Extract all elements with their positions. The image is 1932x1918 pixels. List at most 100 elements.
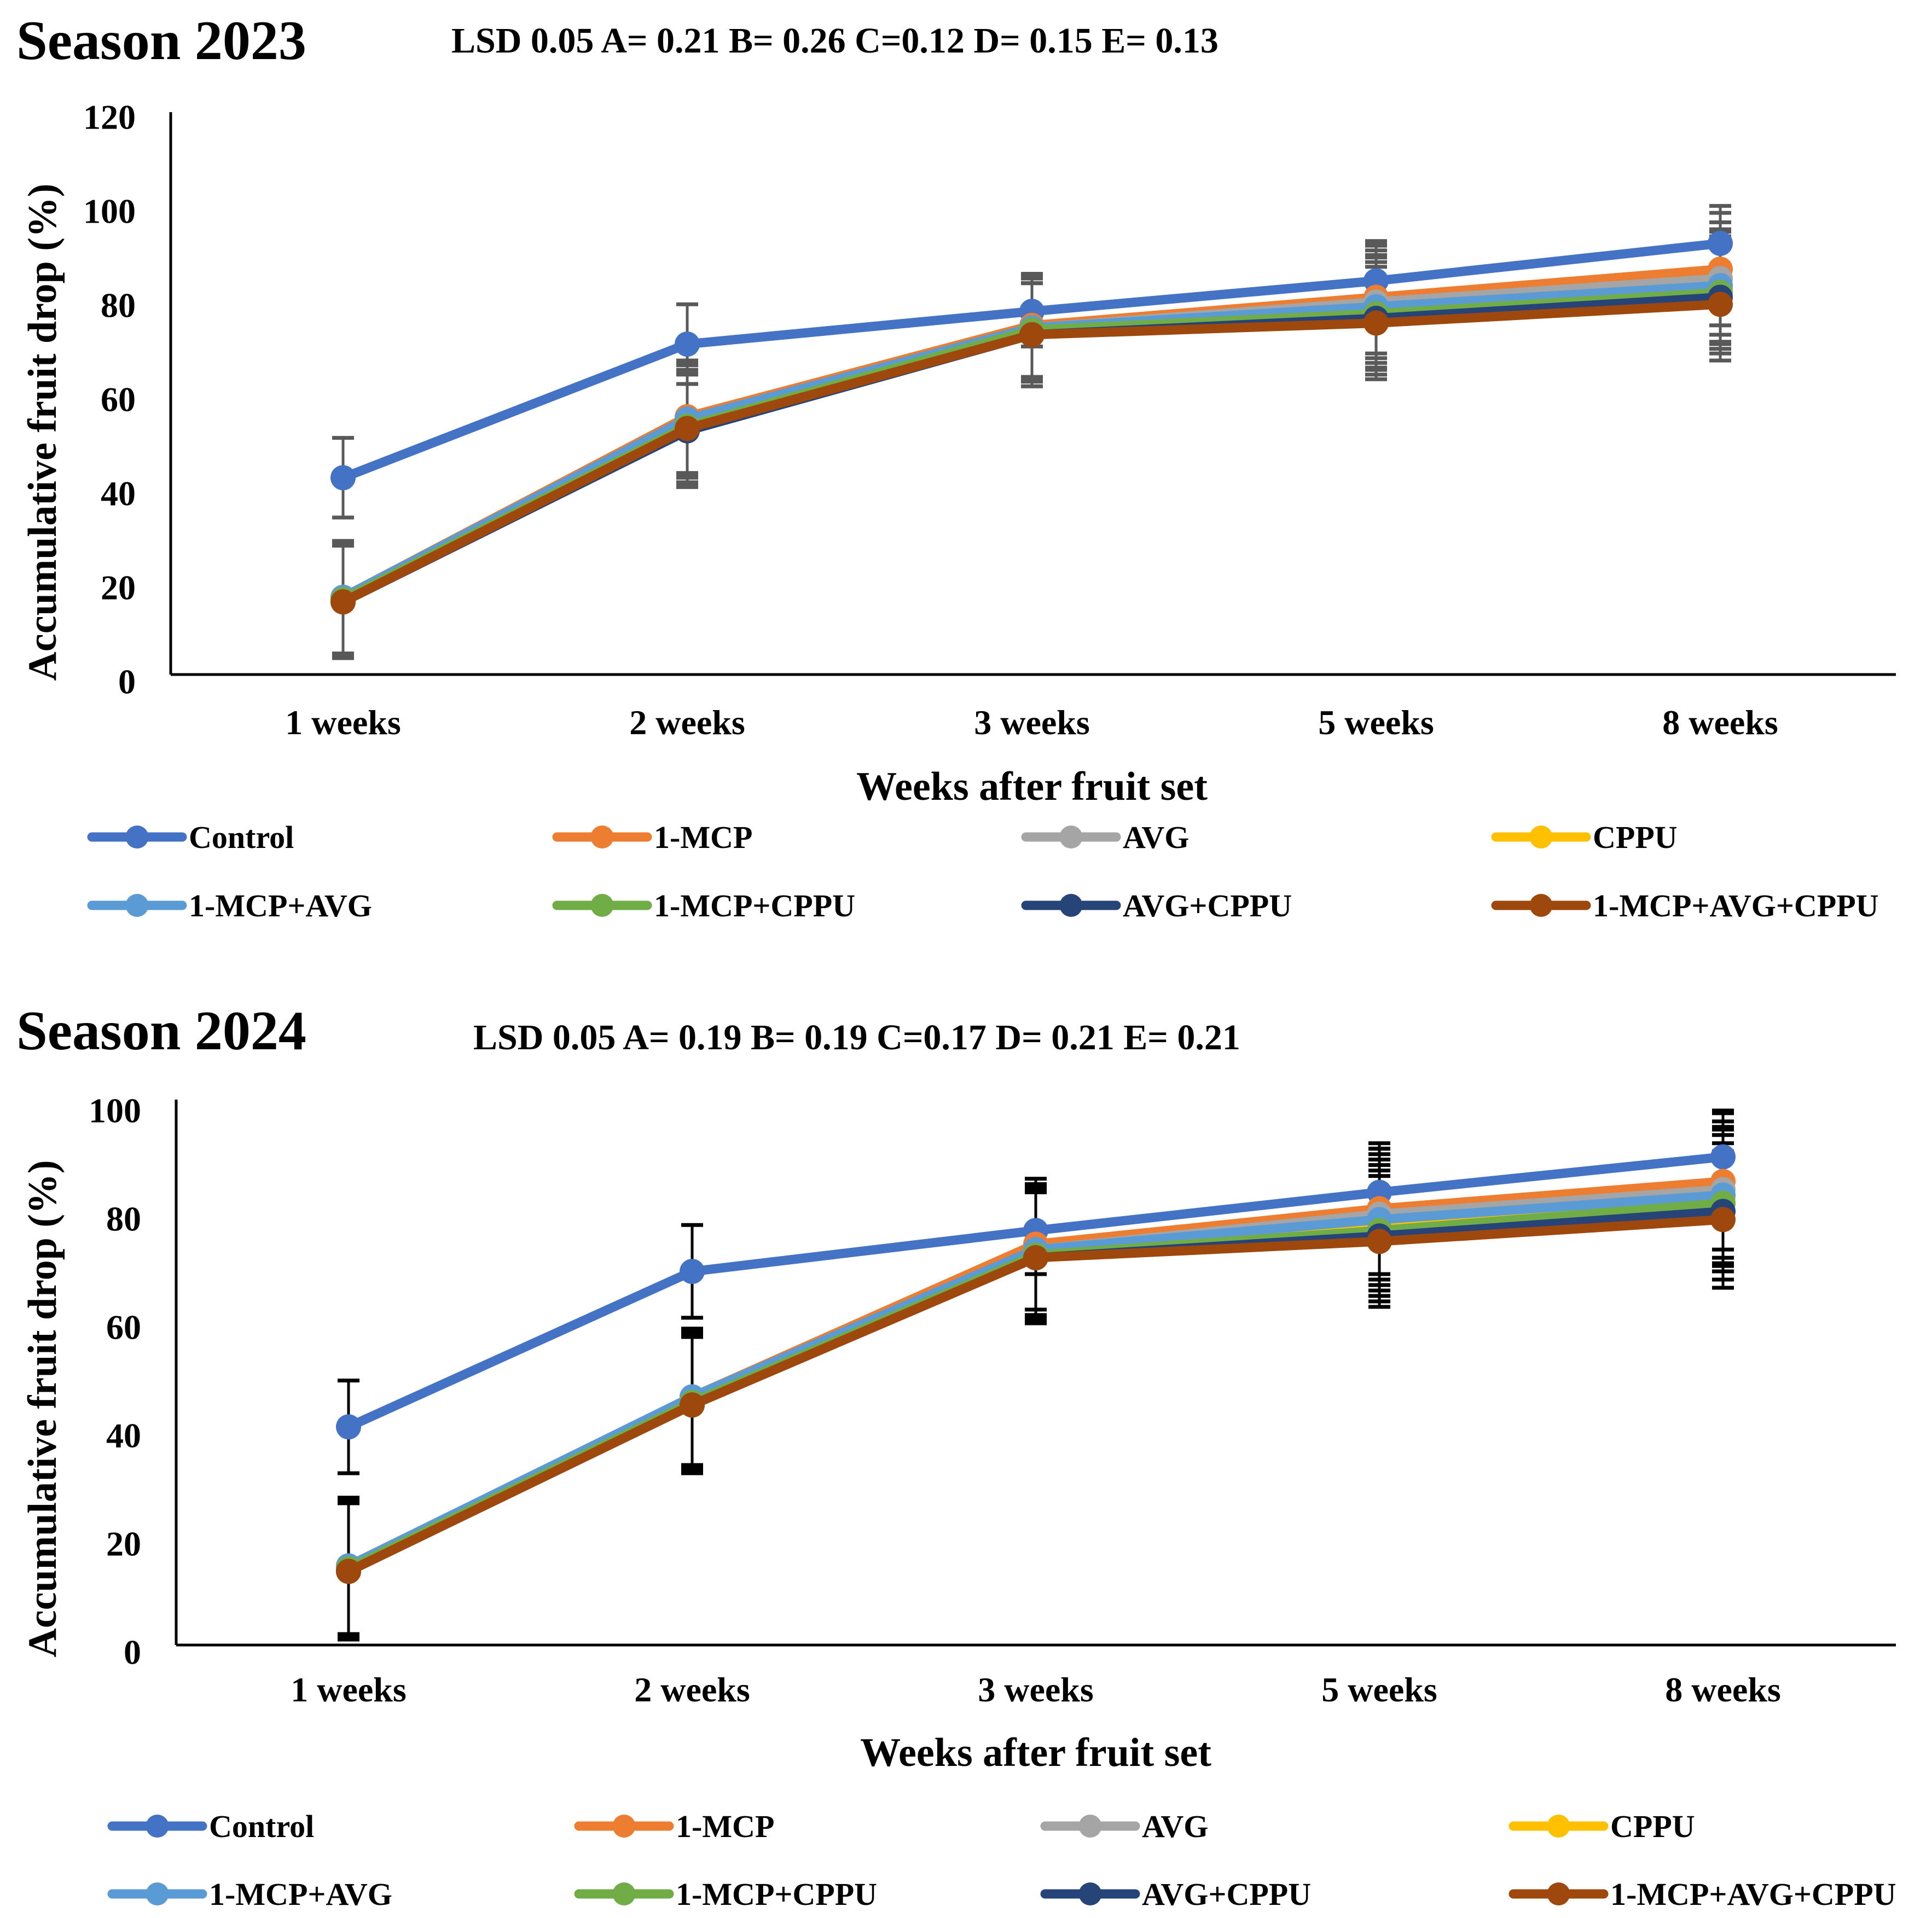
chart-title: Season 2023 [16, 10, 306, 72]
legend-label: CPPU [1593, 819, 1678, 855]
legend-item-cppu: CPPU [1509, 1809, 1695, 1844]
legend: Control 1-MCP AVG CPPU 1-MCP+AVG 1-MCP+CPPU AV… [87, 819, 1879, 923]
x-tick-labels: 1 weeks 2 weeks 3 weeks 5 weeks 8 weeks [285, 703, 1778, 742]
x-tick-label: 2 weeks [629, 703, 745, 742]
x-tick-label: 8 weeks [1662, 703, 1778, 742]
plot-area [175, 1100, 1896, 1647]
series-1-mcp-plus-avg-plus-cppu [330, 292, 1733, 615]
y-tick-label: 20 [101, 568, 136, 607]
y-tick-label: 80 [101, 286, 136, 325]
legend-item-1-mcp-plus-avg-plus-cppu: 1-MCP+AVG+CPPU [1491, 888, 1879, 923]
data-point [1708, 292, 1733, 317]
y-tick-label: 20 [106, 1525, 141, 1564]
legend-label: AVG+CPPU [1123, 888, 1292, 923]
y-tick-label: 100 [83, 192, 136, 231]
data-point [336, 1559, 361, 1584]
y-tick-label: 120 [83, 98, 136, 137]
data-point [330, 589, 356, 615]
data-point [1364, 310, 1389, 336]
legend-item-cppu: CPPU [1491, 819, 1678, 855]
legend-swatch-marker [1078, 1815, 1102, 1838]
data-point [1023, 1245, 1048, 1271]
legend-label: 1-MCP [654, 819, 752, 855]
y-tick-label: 100 [89, 1091, 141, 1130]
legend-swatch-marker [1059, 894, 1083, 917]
y-tick-labels: 0 20 40 60 80 100 [89, 1091, 141, 1672]
legend-swatch-marker [146, 1882, 169, 1905]
chart-panel-2024: Season 2024 LSD 0.05 A= 0.19 B= 0.19 C=0… [16, 1000, 1896, 1912]
series-1-mcp-plus-avg-plus-cppu [336, 1207, 1736, 1584]
x-tick-label: 1 weeks [291, 1670, 407, 1709]
x-tick-label: 3 weeks [978, 1670, 1094, 1709]
plot-area [169, 112, 1896, 676]
legend-label: CPPU [1610, 1809, 1695, 1844]
x-tick-label: 5 weeks [1318, 703, 1434, 742]
data-point [675, 332, 700, 357]
legend-item-1-mcp-plus-avg-plus-cppu: 1-MCP+AVG+CPPU [1509, 1876, 1896, 1912]
legend-swatch-marker [590, 894, 614, 917]
y-tick-label: 60 [106, 1308, 141, 1347]
x-tick-label: 5 weeks [1321, 1670, 1437, 1709]
y-tick-label: 80 [106, 1200, 141, 1239]
legend-swatch-marker [612, 1815, 636, 1838]
data-point [1367, 1229, 1392, 1254]
chart-panel-2023: Season 2023 LSD 0.05 A= 0.21 B= 0.26 C=0… [16, 10, 1896, 923]
y-axis-title: Accumulative fruit drop (%) [20, 1160, 65, 1657]
legend-label: AVG [1142, 1809, 1208, 1844]
data-point [1019, 322, 1045, 347]
legend-swatch-marker [1547, 1815, 1570, 1838]
legend-item-1-mcp-plus-avg: 1-MCP+AVG [87, 888, 372, 923]
legend-item-avg: AVG [1040, 1809, 1208, 1844]
x-tick-label: 1 weeks [285, 703, 401, 742]
y-tick-label: 40 [106, 1416, 141, 1455]
x-tick-labels: 1 weeks 2 weeks 3 weeks 5 weeks 8 weeks [291, 1670, 1781, 1709]
legend-item-avg-plus-cppu: AVG+CPPU [1021, 888, 1292, 923]
data-point [1710, 1207, 1736, 1233]
legend-label: 1-MCP+AVG+CPPU [1593, 888, 1879, 923]
legend-item-1-mcp-plus-cppu: 1-MCP+CPPU [574, 1876, 877, 1912]
series-1-mcp-plus-avg [336, 1182, 1736, 1579]
legend-label: 1-MCP+AVG+CPPU [1610, 1876, 1896, 1912]
legend-label: AVG [1123, 819, 1189, 855]
data-point [680, 1259, 705, 1285]
legend-swatch-marker [1547, 1882, 1570, 1905]
y-tick-label: 0 [118, 662, 136, 701]
x-axis-title: Weeks after fruit set [856, 764, 1208, 809]
legend-swatch-marker [1529, 894, 1553, 917]
x-axis-title: Weeks after fruit set [860, 1730, 1211, 1775]
legend-swatch-marker [1078, 1882, 1102, 1905]
legend-label: 1-MCP+AVG [189, 888, 372, 923]
x-tick-label: 3 weeks [974, 703, 1090, 742]
error-bars [338, 1108, 1734, 1642]
legend-label: AVG+CPPU [1142, 1876, 1311, 1912]
legend-item-1-mcp: 1-MCP [552, 819, 752, 855]
data-point [1710, 1144, 1736, 1170]
legend-item-control: Control [87, 819, 294, 855]
legend-item-control: Control [107, 1809, 314, 1844]
legend-item-avg-plus-cppu: AVG+CPPU [1040, 1876, 1311, 1912]
legend-item-avg: AVG [1021, 819, 1189, 855]
legend-swatch-marker [1529, 826, 1553, 848]
data-point [680, 1392, 705, 1418]
chart-subtitle-lsd: LSD 0.05 A= 0.21 B= 0.26 C=0.12 D= 0.15 … [451, 21, 1219, 61]
chart-subtitle-lsd: LSD 0.05 A= 0.19 B= 0.19 C=0.17 D= 0.21 … [473, 1018, 1240, 1057]
y-tick-labels: 0 20 40 60 80 100 120 [83, 98, 136, 701]
legend-item-1-mcp-plus-avg: 1-MCP+AVG [107, 1876, 392, 1912]
legend-label: 1-MCP [676, 1809, 774, 1844]
legend-label: 1-MCP+CPPU [654, 888, 855, 923]
legend-swatch-marker [125, 894, 149, 917]
y-axis-title: Accumulative fruit drop (%) [20, 183, 65, 681]
legend-swatch-marker [590, 826, 614, 848]
legend-swatch-marker [125, 826, 149, 848]
error-bars [332, 204, 1731, 660]
legend-label: Control [209, 1809, 314, 1844]
legend-label: 1-MCP+CPPU [676, 1876, 877, 1912]
legend-item-1-mcp: 1-MCP [574, 1809, 774, 1844]
legend-swatch-marker [612, 1882, 636, 1905]
data-point [1708, 230, 1733, 256]
y-tick-label: 40 [101, 474, 136, 513]
x-tick-label: 2 weeks [634, 1670, 750, 1709]
y-tick-label: 60 [101, 380, 136, 419]
legend-label: Control [189, 819, 294, 855]
